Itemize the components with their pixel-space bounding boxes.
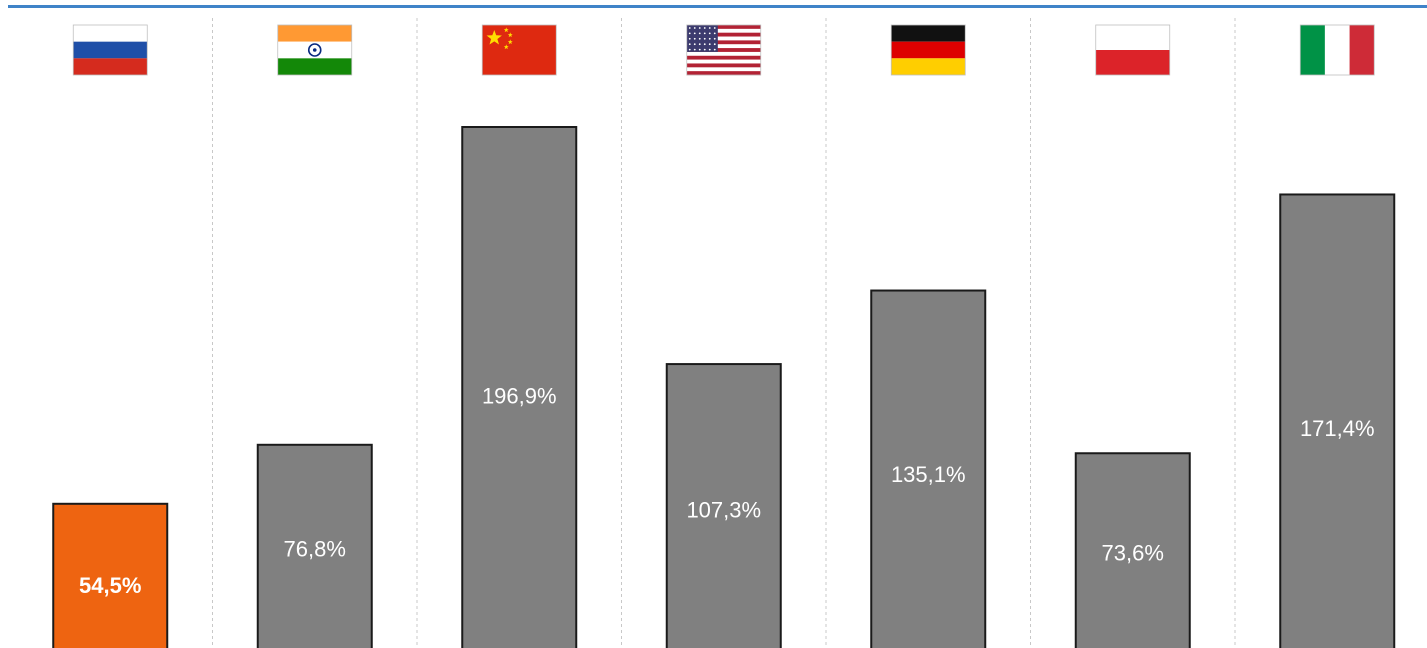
- bar-poland: [1074, 452, 1191, 648]
- bar-india: [256, 443, 373, 648]
- value-label-china: 196,9%: [482, 384, 557, 409]
- bar-china: [461, 126, 578, 648]
- value-label-usa: 107,3%: [686, 498, 761, 523]
- india-flag-icon: [277, 24, 353, 76]
- china-flag-icon: [481, 24, 557, 76]
- bar-italy: [1279, 193, 1396, 648]
- top-accent-rule: [8, 5, 1427, 8]
- value-label-india: 76,8%: [284, 536, 346, 561]
- italy-flag-icon: [1299, 24, 1375, 76]
- usa-flag-icon: [686, 24, 762, 76]
- germany-flag-icon: [890, 24, 966, 76]
- poland-flag-icon: [1095, 24, 1171, 76]
- value-label-germany: 135,1%: [891, 462, 966, 487]
- value-label-italy: 171,4%: [1300, 416, 1375, 441]
- bar-germany: [870, 289, 987, 648]
- bar-russia: [52, 502, 169, 648]
- bar-usa: [665, 363, 782, 648]
- value-label-poland: 73,6%: [1102, 540, 1164, 565]
- value-label-russia: 54,5%: [79, 573, 141, 598]
- russia-flag-icon: [72, 24, 148, 76]
